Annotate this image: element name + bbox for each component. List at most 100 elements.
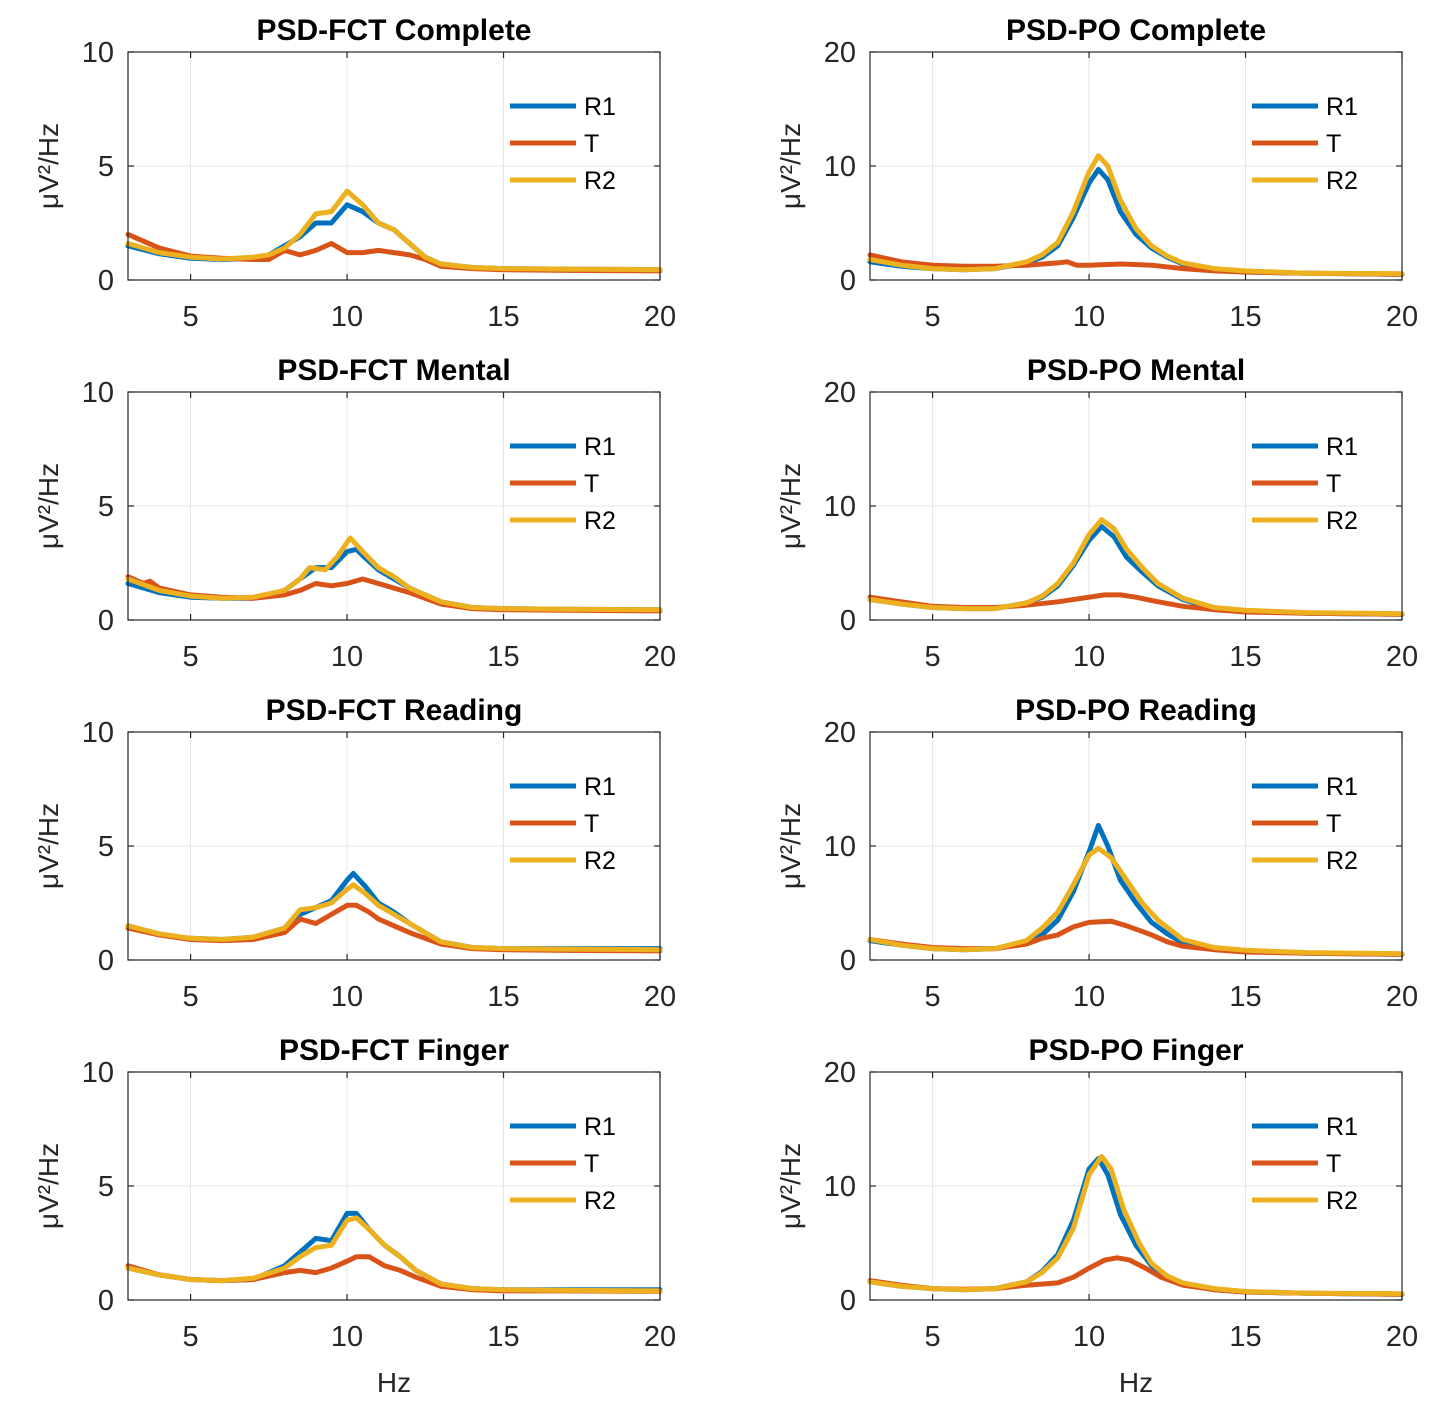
series-line-r2 — [867, 1153, 1405, 1297]
legend-label-t: T — [584, 810, 599, 838]
legend-label-r1: R1 — [584, 1113, 616, 1141]
y-axis-label: μV²/Hz — [775, 803, 806, 889]
x-tick-label: 5 — [183, 641, 199, 673]
y-tick-label: 10 — [824, 1171, 856, 1203]
y-tick-label: 0 — [98, 265, 114, 297]
legend: R1 T R2 — [1252, 93, 1358, 195]
legend-label-r2: R2 — [1326, 167, 1358, 195]
x-tick-label: 20 — [1386, 1321, 1418, 1353]
x-tick-label: 10 — [331, 641, 363, 673]
x-tick-label: 20 — [1386, 301, 1418, 333]
chart-title: PSD-FCT Mental — [277, 354, 510, 387]
y-tick-label: 20 — [824, 717, 856, 749]
legend: R1 T R2 — [510, 1113, 616, 1215]
y-axis-label: μV²/Hz — [775, 123, 806, 209]
legend-label-t: T — [584, 470, 599, 498]
legend-label-r1: R1 — [1326, 433, 1358, 461]
legend-label-t: T — [1326, 130, 1341, 158]
series-line-r2 — [867, 517, 1405, 617]
x-tick-label: 10 — [1073, 301, 1105, 333]
chart-title: PSD-PO Complete — [1006, 14, 1266, 47]
chart-panel-6: 5 10 15 20 0 10 20 PSD-PO Reading μV²/Hz R1 T R2 — [775, 694, 1418, 1013]
y-tick-label: 5 — [98, 1171, 114, 1203]
x-tick-label: 20 — [644, 641, 676, 673]
y-axis-label: μV²/Hz — [775, 463, 806, 549]
legend-label-r1: R1 — [1326, 1113, 1358, 1141]
y-tick-label: 0 — [840, 1285, 856, 1317]
x-tick-label: 20 — [1386, 641, 1418, 673]
chart-panel-1: 5 10 15 20 0 5 10 PSD-FCT Complete μV²/Hz R1 T R2 — [33, 14, 676, 333]
legend-label-r1: R1 — [1326, 93, 1358, 121]
chart-panel-5: 5 10 15 20 0 5 10 PSD-FCT Reading μV²/Hz R1 T R2 — [33, 694, 676, 1013]
chart-panel-8: 5 10 15 20 0 10 20 PSD-PO Finger μV²/Hz Hz R1 T R2 — [775, 1034, 1418, 1398]
legend: R1 T R2 — [510, 93, 616, 195]
legend-label-r1: R1 — [584, 433, 616, 461]
y-tick-label: 0 — [98, 605, 114, 637]
chart-panel-7: 5 10 15 20 0 5 10 PSD-FCT Finger μV²/Hz Hz R1 T R2 — [33, 1034, 676, 1398]
y-axis-label: μV²/Hz — [775, 1143, 806, 1229]
chart-title: PSD-PO Finger — [1028, 1034, 1243, 1067]
x-tick-label: 5 — [183, 301, 199, 333]
y-tick-label: 0 — [840, 265, 856, 297]
legend-label-t: T — [584, 130, 599, 158]
chart-title: PSD-PO Mental — [1027, 354, 1245, 387]
y-tick-label: 0 — [98, 1285, 114, 1317]
y-tick-label: 20 — [824, 377, 856, 409]
x-tick-label: 20 — [1386, 981, 1418, 1013]
legend: R1 T R2 — [510, 433, 616, 535]
x-axis-label: Hz — [377, 1367, 411, 1398]
y-axis-label: μV²/Hz — [33, 123, 64, 209]
x-tick-label: 5 — [925, 1321, 941, 1353]
series-line-r2 — [125, 1215, 663, 1294]
x-tick-label: 15 — [1229, 301, 1261, 333]
x-tick-label: 5 — [925, 641, 941, 673]
x-tick-label: 10 — [1073, 981, 1105, 1013]
legend-label-r1: R1 — [1326, 773, 1358, 801]
x-tick-label: 10 — [331, 301, 363, 333]
y-tick-label: 5 — [98, 151, 114, 183]
y-tick-label: 10 — [82, 1057, 114, 1089]
legend-label-t: T — [1326, 470, 1341, 498]
y-tick-label: 5 — [98, 491, 114, 523]
chart-panel-4: 5 10 15 20 0 10 20 PSD-PO Mental μV²/Hz R1 T R2 — [775, 354, 1418, 673]
x-tick-label: 15 — [487, 301, 519, 333]
x-tick-label: 10 — [331, 981, 363, 1013]
x-tick-label: 10 — [331, 1321, 363, 1353]
y-tick-label: 10 — [82, 37, 114, 69]
y-tick-label: 10 — [82, 717, 114, 749]
x-tick-label: 20 — [644, 981, 676, 1013]
x-tick-label: 15 — [1229, 641, 1261, 673]
series-line-r2 — [125, 535, 663, 613]
legend-label-r2: R2 — [584, 1187, 616, 1215]
series-line-r2 — [867, 845, 1405, 957]
y-tick-label: 20 — [824, 1057, 856, 1089]
legend: R1 T R2 — [1252, 433, 1358, 535]
legend: R1 T R2 — [1252, 773, 1358, 875]
y-tick-label: 10 — [824, 491, 856, 523]
legend-label-r1: R1 — [584, 773, 616, 801]
x-tick-label: 20 — [644, 1321, 676, 1353]
legend-label-r2: R2 — [584, 847, 616, 875]
x-tick-label: 5 — [183, 981, 199, 1013]
x-tick-label: 15 — [1229, 1321, 1261, 1353]
x-tick-label: 5 — [925, 301, 941, 333]
y-axis-label: μV²/Hz — [33, 803, 64, 889]
y-tick-label: 5 — [98, 831, 114, 863]
y-tick-label: 20 — [824, 37, 856, 69]
series-line-r2 — [125, 188, 663, 273]
legend: R1 T R2 — [1252, 1113, 1358, 1215]
x-tick-label: 10 — [1073, 1321, 1105, 1353]
x-tick-label: 5 — [183, 1321, 199, 1353]
legend-label-r2: R2 — [1326, 847, 1358, 875]
series-line-r2 — [125, 882, 663, 953]
y-axis-label: μV²/Hz — [33, 1143, 64, 1229]
chart-title: PSD-FCT Finger — [279, 1034, 509, 1067]
legend-label-r2: R2 — [1326, 507, 1358, 535]
x-tick-label: 15 — [487, 641, 519, 673]
legend-label-r2: R2 — [584, 507, 616, 535]
y-tick-label: 0 — [840, 945, 856, 977]
x-tick-label: 5 — [925, 981, 941, 1013]
x-tick-label: 15 — [1229, 981, 1261, 1013]
legend-label-t: T — [1326, 810, 1341, 838]
y-tick-label: 0 — [840, 605, 856, 637]
